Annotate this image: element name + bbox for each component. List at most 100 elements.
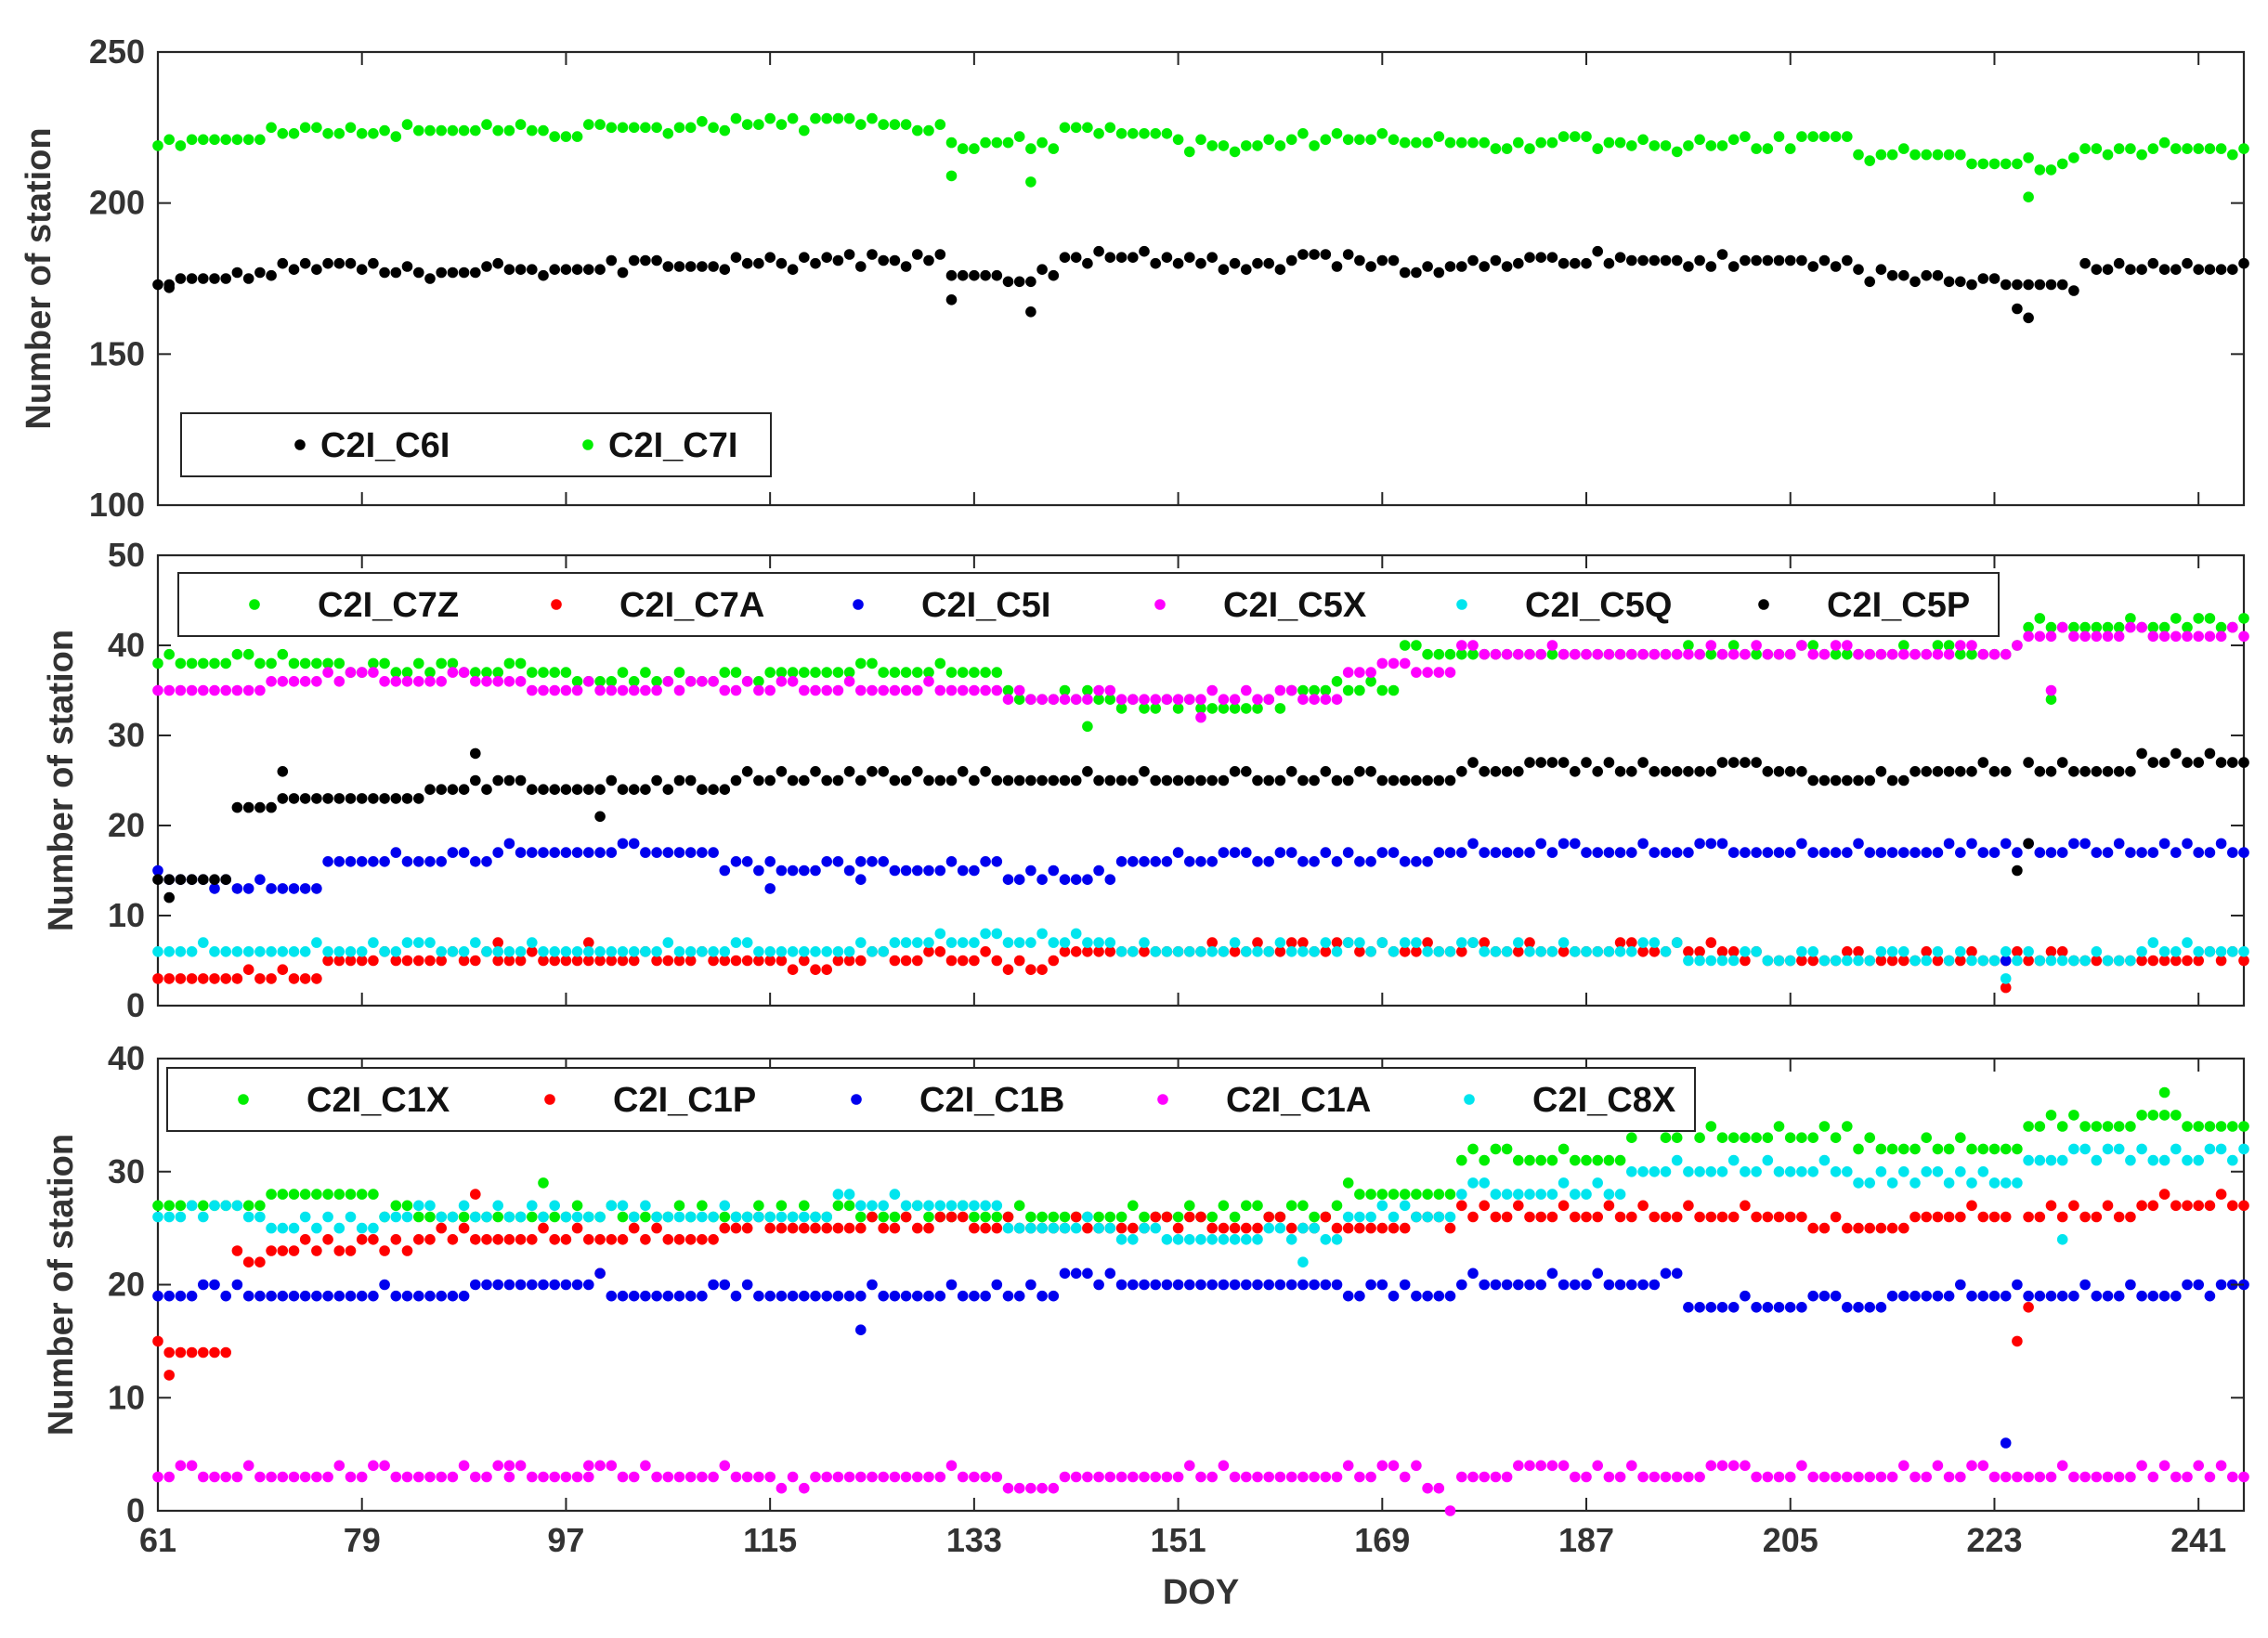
- data-point: [401, 1471, 413, 1483]
- data-point: [1263, 1211, 1274, 1223]
- data-point: [1139, 1222, 1150, 1234]
- data-point-outlier: [945, 170, 958, 182]
- data-point: [1342, 847, 1354, 858]
- data-point: [799, 955, 810, 967]
- data-point: [1059, 1222, 1071, 1234]
- data-point: [515, 1460, 527, 1472]
- data-point: [1002, 1290, 1014, 1302]
- legend-marker: [249, 599, 260, 610]
- data-point: [571, 946, 583, 957]
- data-point: [1740, 1290, 1751, 1302]
- data-point: [1535, 648, 1546, 660]
- data-point: [1139, 937, 1150, 948]
- data-point: [1263, 946, 1274, 957]
- data-point: [730, 1211, 742, 1223]
- data-point: [2079, 621, 2091, 633]
- data-point: [617, 1471, 629, 1483]
- data-point: [447, 667, 459, 678]
- data-point: [1955, 1211, 1966, 1223]
- data-point: [1773, 1302, 1785, 1313]
- data-point-outlier: [2056, 1234, 2068, 1245]
- data-point: [1467, 648, 1479, 660]
- data-point: [583, 784, 594, 795]
- data-point: [2034, 1211, 2046, 1223]
- data-point: [2012, 946, 2023, 957]
- data-point: [1716, 648, 1728, 660]
- data-point: [1331, 1471, 1343, 1483]
- data-point: [198, 973, 209, 984]
- data-point: [345, 1189, 357, 1200]
- data-point: [1558, 257, 1570, 269]
- data-point: [1853, 838, 1864, 850]
- data-point: [1773, 1166, 1785, 1177]
- data-point: [1070, 1211, 1082, 1223]
- data-point: [1036, 964, 1048, 975]
- data-point: [1059, 946, 1071, 957]
- data-point: [651, 847, 662, 858]
- data-point: [684, 1471, 697, 1483]
- data-point: [651, 122, 662, 134]
- data-point: [1444, 946, 1456, 957]
- data-point: [1513, 766, 1524, 777]
- data-point: [1842, 955, 1853, 967]
- data-point: [1411, 946, 1422, 957]
- data-point: [322, 1290, 333, 1302]
- data-point: [980, 1200, 991, 1212]
- data-point: [1150, 1279, 1161, 1291]
- data-point: [969, 774, 980, 786]
- data-point: [503, 955, 515, 967]
- data-point: [1581, 1279, 1592, 1291]
- data-point: [741, 257, 753, 269]
- data-point: [2136, 1460, 2147, 1472]
- data-point: [1977, 757, 1989, 768]
- data-point: [1807, 1471, 1818, 1483]
- data-point: [889, 1290, 901, 1302]
- data-point: [458, 1211, 470, 1223]
- data-point: [1059, 694, 1071, 705]
- data-point-outlier: [503, 1460, 515, 1472]
- data-point: [254, 874, 266, 885]
- data-point: [436, 657, 448, 670]
- data-point: [1184, 146, 1195, 158]
- data-point: [640, 1200, 651, 1212]
- data-point: [220, 1346, 231, 1358]
- data-point: [1603, 1200, 1615, 1212]
- data-point: [1229, 946, 1241, 957]
- data-point: [697, 847, 708, 858]
- data-point: [1932, 1211, 1944, 1223]
- data-point: [1842, 1302, 1853, 1313]
- data-point: [1433, 1211, 1445, 1223]
- data-point: [1943, 1143, 1955, 1155]
- data-point: [424, 1290, 436, 1302]
- data-point: [1013, 694, 1025, 705]
- data-point: [2170, 847, 2182, 858]
- data-points: [152, 1086, 2249, 1516]
- data-point: [1456, 640, 1467, 651]
- data-point-outlier: [163, 891, 175, 904]
- data-point: [2170, 955, 2182, 967]
- data-point: [2158, 1154, 2170, 1166]
- data-point: [1773, 955, 1785, 967]
- data-point: [198, 134, 209, 146]
- data-point: [322, 657, 333, 670]
- data-point: [1932, 149, 1944, 161]
- data-point: [1218, 1460, 1230, 1472]
- data-point: [1354, 1222, 1365, 1234]
- data-point: [1842, 254, 1853, 266]
- data-point: [2056, 621, 2068, 633]
- data-point: [1796, 1302, 1807, 1313]
- data-point: [560, 1471, 572, 1483]
- data-point: [878, 684, 889, 696]
- data-point: [492, 124, 503, 136]
- data-point: [1184, 1234, 1195, 1245]
- data-point: [1740, 946, 1751, 957]
- data-point: [2204, 1290, 2216, 1302]
- data-point: [2182, 1200, 2193, 1212]
- data-point: [1184, 946, 1195, 957]
- data-point: [1626, 847, 1637, 858]
- data-point: [2125, 264, 2136, 276]
- data-point: [1762, 1471, 1774, 1483]
- data-point: [1411, 1211, 1422, 1223]
- data-point: [1830, 1211, 1842, 1223]
- data-point: [390, 1200, 402, 1212]
